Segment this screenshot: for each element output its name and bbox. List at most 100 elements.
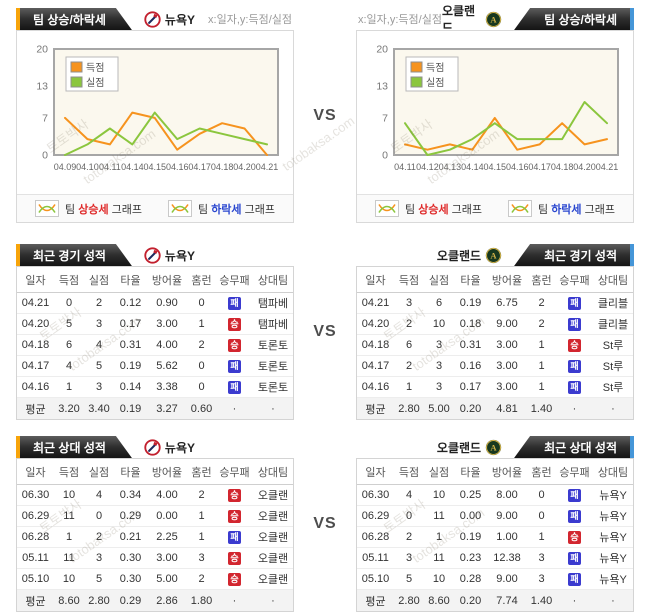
column-header: 방어율 — [487, 267, 527, 293]
loss-badge: 패 — [568, 488, 581, 502]
table-row: 06.29 0 11 0.00 9.00 0 패 뉴욕Y — [357, 505, 633, 527]
table-cell: 3.38 — [147, 376, 187, 398]
table-cell: 1 — [187, 505, 216, 527]
svg-text:04.20: 04.20 — [233, 162, 256, 172]
table-cell: 0 — [187, 292, 216, 314]
result-cell: 패 — [556, 313, 593, 335]
table-cell: · — [253, 589, 293, 611]
orange-accent-bar — [16, 436, 20, 458]
table-cell: 2 — [394, 355, 424, 377]
table-cell: 0.19 — [114, 355, 147, 377]
loss-badge: 패 — [228, 296, 241, 310]
svg-text:04.09: 04.09 — [54, 162, 77, 172]
table-cell: 1 — [54, 376, 84, 398]
column-header: 실점 — [84, 459, 114, 485]
table-cell: 4.00 — [147, 334, 187, 356]
table-cell: 0.29 — [114, 505, 147, 527]
table-cell: 뉴욕Y — [593, 568, 633, 590]
result-cell: 패 — [556, 505, 593, 527]
axis-hint-label: x:일자,y:득점/실점 — [208, 14, 292, 26]
table-cell: 9.00 — [487, 568, 527, 590]
table-cell: 0.17 — [114, 313, 147, 335]
blue-accent-bar — [630, 436, 634, 458]
svg-text:04.18: 04.18 — [551, 162, 574, 172]
table-cell: 0.90 — [147, 292, 187, 314]
table-cell: 3 — [84, 376, 114, 398]
table-row: 04.16 1 3 0.14 3.38 0 패 토론토 — [17, 376, 293, 398]
table-cell: 0.29 — [114, 589, 147, 611]
trend-header-right: x:일자,y:득점/실점 오클랜드 A 팀 상승/하락세 — [356, 4, 634, 35]
table-cell: 1 — [187, 313, 216, 335]
loss-badge: 패 — [568, 380, 581, 394]
table-cell: 토론토 — [253, 376, 293, 398]
team-down-graph-button[interactable]: 팀 하락세 그래프 — [168, 200, 275, 217]
ny-logo-icon — [144, 10, 161, 28]
win-badge: 승 — [568, 338, 581, 352]
team-name: 오클랜드 — [436, 440, 482, 455]
table-cell: St루 — [593, 355, 633, 377]
table-cell: 04.21 — [357, 292, 394, 314]
table-cell: 5 — [394, 568, 424, 590]
table-cell: 2.86 — [147, 589, 187, 611]
table-header-row: 일자 득점 실점 타율 방어율 홈런 승무패 상대팀 — [357, 459, 633, 485]
orange-accent-bar — [16, 8, 20, 30]
table-cell: 1 — [527, 376, 556, 398]
result-cell: 패 — [556, 292, 593, 314]
result-cell: 패 — [216, 292, 253, 314]
trend-panel-right: x:일자,y:득점/실점 오클랜드 A 팀 상승/하락세 0 7 13 20 04.11… — [356, 4, 634, 223]
table-cell: 0.23 — [454, 547, 487, 569]
trend-chart-oak: 0 7 13 20 04.11 04.12 04.13 04.14 04.15 04.16 04.1… — [357, 31, 633, 196]
table-cell: 뉴욕Y — [593, 484, 633, 506]
svg-text:20: 20 — [376, 44, 388, 56]
recent-games-panel-left: 최근 경기 성적 뉴욕Y 일자 득점 실점 타율 방어율 홈런 승무패 상대팀 04.21 0 2 0… — [16, 244, 294, 420]
table-cell: 3.00 — [487, 334, 527, 356]
team-down-graph-button[interactable]: 팀 하락세 그래프 — [508, 200, 615, 217]
trend-chart-ny: 0 7 13 20 04.09 04.10 04.11 04.14 04.15 04.16 04.1… — [17, 31, 293, 196]
svg-text:13: 13 — [376, 81, 388, 93]
graph-button-label: 팀 상승세 그래프 — [405, 203, 482, 216]
table-cell: 04.18 — [357, 334, 394, 356]
team-name: 오클랜드 — [436, 248, 482, 263]
table-cell: 뉴욕Y — [593, 505, 633, 527]
table-cell: · — [593, 397, 633, 419]
column-header: 승무패 — [556, 267, 593, 293]
column-header: 타율 — [114, 267, 147, 293]
team-up-graph-button[interactable]: 팀 상승세 그래프 — [35, 200, 142, 217]
table-cell: 3 — [424, 376, 454, 398]
recent-vs-panel-right: 오클랜드 A 최근 상대 성적 일자 득점 실점 타율 방어율 홈런 승무패 상대팀 06.30… — [356, 436, 634, 612]
table-cell: 0.30 — [114, 568, 147, 590]
table-cell: 3 — [187, 547, 216, 569]
table-cell: 클리블 — [593, 313, 633, 335]
table-cell: 8.60 — [424, 589, 454, 611]
table-cell: 1 — [54, 526, 84, 548]
result-cell: 승 — [216, 568, 253, 590]
result-cell: 승 — [556, 334, 593, 356]
table-cell: 0.31 — [454, 334, 487, 356]
trend-header-left: 팀 상승/하락세 뉴욕Y x:일자,y:득점/실점 — [16, 8, 294, 30]
ny-logo-icon — [144, 246, 161, 264]
svg-text:04.20: 04.20 — [573, 162, 596, 172]
table-row: 04.21 0 2 0.12 0.90 0 패 탬파베 — [17, 292, 293, 314]
team-up-graph-button[interactable]: 팀 상승세 그래프 — [375, 200, 482, 217]
table-cell: 10 — [54, 568, 84, 590]
result-cell: 패 — [556, 568, 593, 590]
svg-text:04.17: 04.17 — [188, 162, 211, 172]
table-cell: 0.00 — [454, 505, 487, 527]
table-cell: St루 — [593, 334, 633, 356]
table-cell: 1.00 — [487, 526, 527, 548]
table-cell: 3.00 — [487, 376, 527, 398]
table-cell: 2.80 — [394, 397, 424, 419]
table-cell: 04.21 — [17, 292, 54, 314]
table-cell: 3 — [424, 334, 454, 356]
column-header: 실점 — [84, 267, 114, 293]
table-cell: 탬파베 — [253, 313, 293, 335]
team-name: 뉴욕Y — [164, 12, 196, 27]
table-cell: 04.16 — [357, 376, 394, 398]
table-cell: 06.29 — [17, 505, 54, 527]
svg-text:04.11: 04.11 — [99, 162, 121, 172]
team-name: 뉴욕Y — [164, 248, 196, 263]
blue-accent-bar — [630, 8, 634, 30]
result-cell: 승 — [216, 547, 253, 569]
